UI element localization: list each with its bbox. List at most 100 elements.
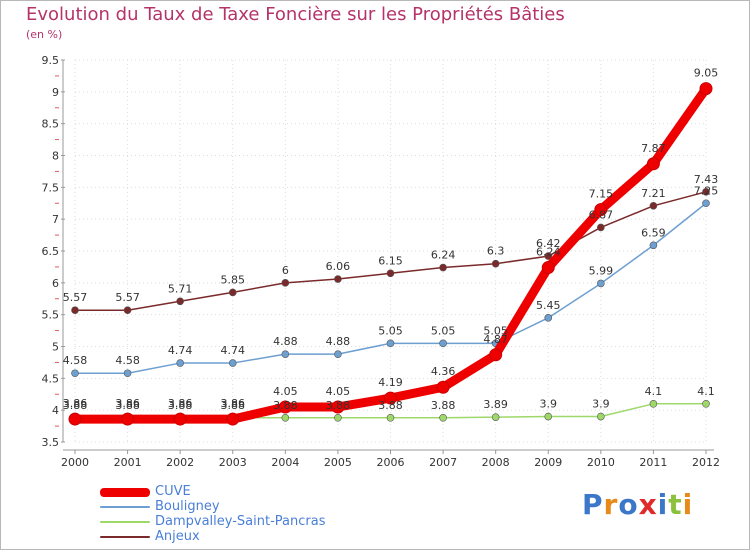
x-tick-label: 2006 <box>377 456 405 469</box>
data-label: 4.88 <box>326 335 351 348</box>
y-tick-label: 6.5 <box>42 245 60 258</box>
data-point <box>386 339 395 348</box>
data-point <box>541 261 555 275</box>
data-label: 4.58 <box>63 354 88 367</box>
data-label: 4.19 <box>378 376 403 389</box>
data-point <box>281 279 290 287</box>
data-label: 3.88 <box>431 399 456 412</box>
y-tick-label: 8.5 <box>42 118 60 131</box>
y-tick-label: 4 <box>52 404 59 417</box>
y-tick-label: 4.5 <box>42 372 60 385</box>
data-point <box>544 412 553 421</box>
data-point <box>281 350 290 358</box>
legend-swatch <box>100 536 150 538</box>
data-label: 4.58 <box>115 354 140 367</box>
data-label: 4.05 <box>273 385 298 398</box>
logo-letter: r <box>603 488 619 521</box>
x-tick-label: 2000 <box>61 456 89 469</box>
x-tick-label: 2004 <box>271 456 299 469</box>
x-tick-label: 2008 <box>482 456 510 469</box>
data-label: 7.21 <box>641 187 666 200</box>
x-tick-label: 2003 <box>219 456 247 469</box>
logo-letter: t <box>668 488 683 521</box>
data-point <box>702 199 710 208</box>
data-point <box>436 380 450 394</box>
data-point <box>334 275 342 283</box>
data-label: 4.1 <box>697 385 715 398</box>
data-point <box>226 412 240 426</box>
data-point <box>646 157 660 171</box>
data-label: 6.24 <box>536 246 561 259</box>
data-label: 6.42 <box>536 237 561 250</box>
proxiti-logo: Proxiti <box>582 488 693 521</box>
data-label: 3.89 <box>483 398 508 411</box>
data-point <box>597 279 605 288</box>
data-point <box>173 412 187 426</box>
data-label: 3.9 <box>592 398 610 411</box>
data-point <box>281 414 290 422</box>
data-point <box>491 259 500 268</box>
logo-letter: x <box>638 488 658 521</box>
data-label: 3.86 <box>221 397 246 410</box>
data-point <box>278 400 292 414</box>
logo-letter: P <box>582 488 604 521</box>
data-point <box>71 369 79 378</box>
data-label: 3.86 <box>63 397 88 410</box>
y-tick-label: 3.5 <box>42 436 60 449</box>
data-point <box>699 82 713 96</box>
data-label: 9.05 <box>694 67 719 80</box>
data-point <box>491 413 500 421</box>
data-label: 5.99 <box>589 264 614 277</box>
data-point <box>386 269 395 278</box>
data-point <box>439 414 447 422</box>
data-point <box>597 412 605 421</box>
y-tick-label: 9.5 <box>42 54 60 67</box>
x-tick-label: 2010 <box>587 456 615 469</box>
data-point <box>384 391 397 405</box>
data-point <box>123 306 132 315</box>
data-point <box>331 400 345 414</box>
data-point <box>334 350 342 358</box>
data-label: 7.87 <box>641 142 666 155</box>
logo-letter: i <box>657 488 669 521</box>
chart-subtitle: (en %) <box>26 28 63 41</box>
data-point <box>439 339 447 348</box>
data-point <box>489 348 503 362</box>
data-point <box>597 223 605 232</box>
legend-swatch <box>100 521 150 523</box>
data-label: 4.88 <box>273 335 298 348</box>
data-point <box>68 412 82 426</box>
data-point <box>176 297 184 306</box>
legend-swatch <box>100 487 150 497</box>
data-label: 3.88 <box>273 399 298 412</box>
data-point <box>228 288 237 297</box>
logo-letter: i <box>682 488 694 521</box>
x-tick-label: 2007 <box>429 456 457 469</box>
axes: 3.5 4 4.5 5 5.5 6 6.5 7 7.5 8 8.5 9 9.5 2000 2001 2002 2… <box>42 54 721 469</box>
data-label: 3.88 <box>221 399 246 412</box>
data-label: 4.87 <box>483 333 508 346</box>
data-point <box>386 414 395 422</box>
data-label: 6.15 <box>378 254 403 267</box>
chart-title: Evolution du Taux de Taxe Foncière sur l… <box>26 4 565 25</box>
data-point <box>544 252 553 260</box>
y-tick-label: 6 <box>52 277 59 290</box>
data-label: 5.05 <box>378 324 403 337</box>
x-tick-label: 2009 <box>534 456 562 469</box>
data-label: 3.88 <box>63 399 88 412</box>
data-label: 3.88 <box>115 399 140 412</box>
data-label: 5.85 <box>221 273 246 286</box>
logo-letter: o <box>618 488 639 521</box>
legend-swatch <box>100 506 150 508</box>
data-label: 4.74 <box>221 344 246 357</box>
legend-label: Bouligney <box>155 499 220 514</box>
x-tick-label: 2002 <box>166 456 194 469</box>
data-labels: 3.86 3.86 3.86 3.86 4.05 4.05 4.19 4.36 4.87 6.24… <box>63 67 719 412</box>
legend-label: CUVE <box>155 484 191 499</box>
data-point <box>649 241 658 250</box>
series <box>68 82 713 426</box>
data-point <box>176 359 184 367</box>
data-point <box>649 399 658 408</box>
x-tick-label: 2005 <box>324 456 352 469</box>
